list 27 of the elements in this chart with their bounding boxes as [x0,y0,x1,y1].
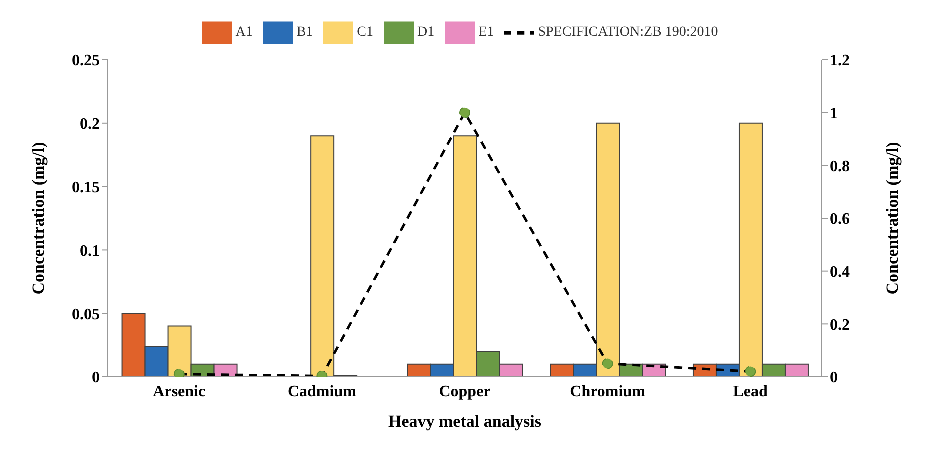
x-tick-label: Cadmium [288,383,358,400]
x-tick-label: Chromium [570,383,646,400]
y2-tick-label: 0.2 [830,316,850,334]
y-tick-label: 0.15 [72,179,100,196]
y-tick-label: 0.25 [72,52,100,70]
y2-axis-title: Concentration (mg/l) [883,142,902,295]
y2-tick-label: 1.2 [830,52,850,70]
y2-tick-label: 0.8 [830,158,850,176]
y-tick-label: 0.2 [80,116,100,134]
y-tick-label: 0 [92,370,100,387]
legend-label: E1 [478,25,494,40]
x-tick-label: Copper [439,383,491,400]
y2-tick-label: 0 [830,370,838,387]
y-tick-label: 0.05 [72,306,100,324]
legend-label: C1 [357,25,374,40]
y-tick-label: 0.1 [80,242,100,260]
y2-tick-label: 0.4 [830,264,850,282]
y2-tick-label: 1 [830,106,838,123]
x-axis-title: Heavy metal analysis [388,412,542,431]
y2-tick-label: 0.6 [830,211,850,228]
legend-label: D1 [418,25,435,40]
legend-label: SPECIFICATION:ZB 190:2010 [538,25,718,40]
y-axis-title: Concentration (mg/l) [29,142,48,295]
x-tick-label: Arsenic [153,383,206,400]
legend-label: A1 [236,25,253,40]
legend-label: B1 [296,25,314,40]
x-tick-label: Lead [733,383,768,400]
